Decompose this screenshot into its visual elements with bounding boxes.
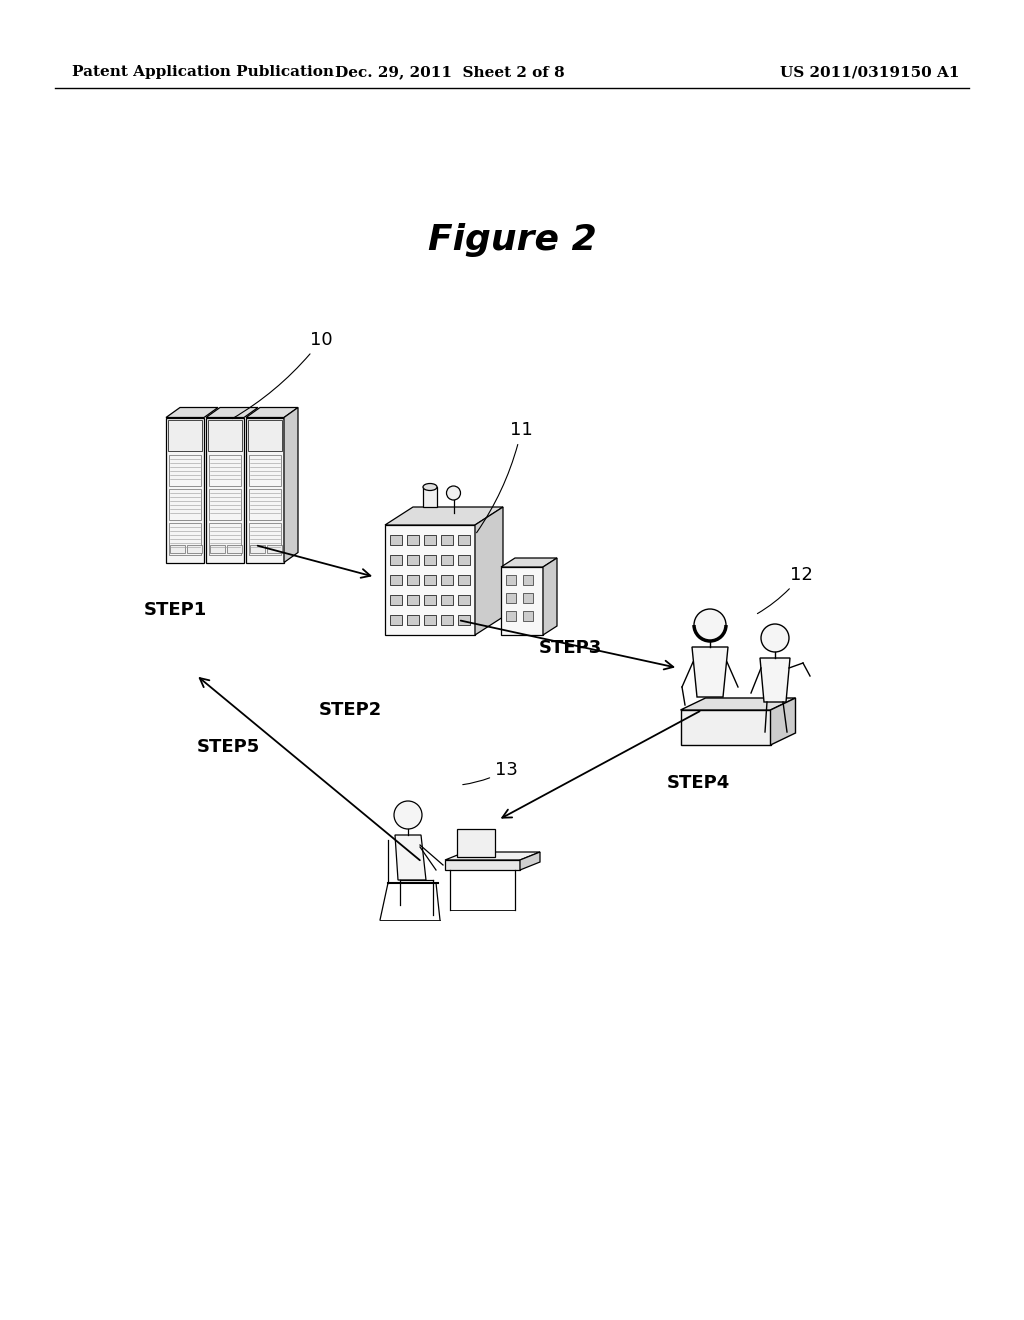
Bar bbox=[441, 535, 453, 545]
Bar bbox=[501, 568, 543, 635]
Bar bbox=[523, 611, 534, 620]
Bar bbox=[206, 417, 244, 562]
Bar bbox=[249, 455, 281, 487]
Bar bbox=[506, 576, 516, 585]
Bar bbox=[248, 420, 282, 451]
Text: 11: 11 bbox=[476, 421, 532, 533]
Bar bbox=[424, 595, 436, 605]
Bar bbox=[441, 595, 453, 605]
Bar bbox=[187, 544, 202, 553]
Text: STEP2: STEP2 bbox=[318, 701, 382, 719]
Bar bbox=[166, 417, 204, 562]
Bar bbox=[208, 420, 242, 451]
Bar bbox=[390, 554, 402, 565]
Text: 10: 10 bbox=[232, 331, 333, 418]
Bar bbox=[458, 595, 470, 605]
Bar bbox=[209, 455, 241, 487]
Polygon shape bbox=[284, 408, 298, 562]
Bar bbox=[407, 535, 419, 545]
Polygon shape bbox=[760, 657, 790, 702]
Bar bbox=[506, 593, 516, 603]
Bar bbox=[169, 455, 201, 487]
Text: Dec. 29, 2011  Sheet 2 of 8: Dec. 29, 2011 Sheet 2 of 8 bbox=[335, 65, 565, 79]
Bar bbox=[390, 615, 402, 624]
Bar bbox=[523, 593, 534, 603]
Polygon shape bbox=[385, 507, 503, 525]
Bar bbox=[169, 490, 201, 520]
Polygon shape bbox=[692, 647, 728, 697]
Polygon shape bbox=[681, 698, 796, 710]
Bar bbox=[169, 524, 201, 554]
Bar bbox=[424, 615, 436, 624]
Bar bbox=[407, 554, 419, 565]
Text: STEP3: STEP3 bbox=[539, 639, 602, 657]
Bar bbox=[250, 544, 265, 553]
Bar bbox=[249, 524, 281, 554]
Circle shape bbox=[394, 801, 422, 829]
Bar bbox=[445, 861, 520, 870]
Bar bbox=[458, 615, 470, 624]
Text: US 2011/0319150 A1: US 2011/0319150 A1 bbox=[780, 65, 961, 79]
Bar bbox=[424, 554, 436, 565]
Bar bbox=[227, 544, 242, 553]
Bar bbox=[249, 490, 281, 520]
Bar bbox=[407, 615, 419, 624]
Bar bbox=[458, 576, 470, 585]
Bar bbox=[385, 525, 475, 635]
Polygon shape bbox=[445, 851, 540, 861]
Bar bbox=[390, 535, 402, 545]
Bar bbox=[390, 595, 402, 605]
Polygon shape bbox=[246, 408, 298, 417]
Text: 12: 12 bbox=[758, 566, 813, 614]
Bar bbox=[267, 544, 282, 553]
Text: Patent Application Publication: Patent Application Publication bbox=[72, 65, 334, 79]
Polygon shape bbox=[166, 408, 218, 417]
Bar bbox=[209, 524, 241, 554]
Text: STEP4: STEP4 bbox=[667, 774, 730, 792]
Polygon shape bbox=[770, 698, 796, 744]
Bar bbox=[170, 544, 185, 553]
Text: STEP1: STEP1 bbox=[143, 601, 207, 619]
Bar bbox=[209, 490, 241, 520]
Bar bbox=[441, 615, 453, 624]
Circle shape bbox=[761, 624, 790, 652]
Text: 13: 13 bbox=[463, 762, 518, 784]
Circle shape bbox=[446, 486, 461, 500]
Bar bbox=[407, 595, 419, 605]
Bar bbox=[441, 554, 453, 565]
Polygon shape bbox=[543, 558, 557, 635]
Bar bbox=[441, 576, 453, 585]
Circle shape bbox=[694, 609, 726, 642]
Polygon shape bbox=[475, 507, 503, 635]
Polygon shape bbox=[206, 408, 258, 417]
Bar bbox=[390, 576, 402, 585]
Bar bbox=[424, 576, 436, 585]
Bar bbox=[681, 710, 770, 744]
Bar bbox=[407, 576, 419, 585]
Bar bbox=[423, 487, 437, 507]
Bar bbox=[210, 544, 225, 553]
Polygon shape bbox=[520, 851, 540, 870]
Bar bbox=[458, 554, 470, 565]
Bar bbox=[523, 576, 534, 585]
Text: STEP5: STEP5 bbox=[197, 738, 260, 756]
Ellipse shape bbox=[423, 483, 437, 491]
Bar bbox=[168, 420, 202, 451]
Polygon shape bbox=[395, 836, 426, 880]
Bar bbox=[457, 829, 495, 857]
Bar bbox=[506, 611, 516, 620]
Bar bbox=[246, 417, 284, 562]
Bar bbox=[458, 535, 470, 545]
Bar bbox=[424, 535, 436, 545]
Polygon shape bbox=[501, 558, 557, 568]
Text: Figure 2: Figure 2 bbox=[428, 223, 596, 257]
